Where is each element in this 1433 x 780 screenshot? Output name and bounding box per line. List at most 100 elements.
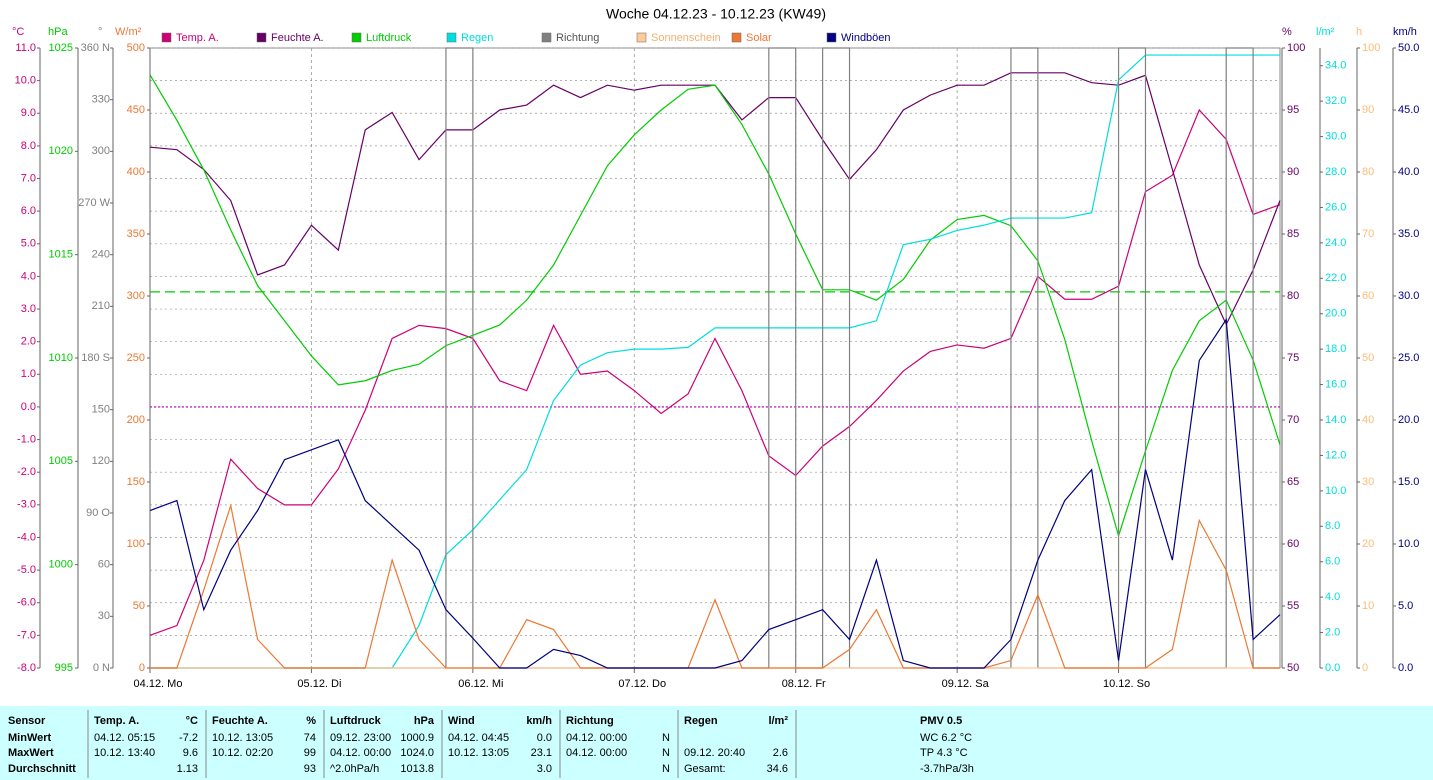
table-value: 2.6: [773, 747, 788, 759]
y-tick-label: 50.0: [1398, 42, 1419, 54]
table-value: N: [662, 732, 670, 744]
y-tick-label: 0.0: [1398, 662, 1413, 674]
y-tick-label: 35.0: [1398, 228, 1419, 240]
legend-label: Richtung: [556, 32, 599, 44]
axis-unit: %: [1282, 26, 1292, 38]
table-value: 3.0: [537, 763, 552, 775]
table-time: Gesamt:: [684, 763, 726, 775]
y-tick-label: 1010: [49, 352, 73, 364]
legend-swatch: [256, 32, 267, 43]
table-header: Temp. A.: [94, 715, 139, 727]
y-tick-label: 40.0: [1398, 166, 1419, 178]
pmv-value: TP 4.3 °C: [920, 747, 968, 759]
table-value: 93: [304, 763, 316, 775]
summary-background: [0, 706, 1433, 780]
x-tick-label: 05.12. Di: [297, 678, 341, 690]
y-tick-label: 85: [1287, 228, 1299, 240]
y-tick-label: 8.0: [1325, 520, 1340, 532]
y-tick-label: 0 N: [93, 662, 110, 674]
table-time: 10.12. 13:40: [94, 747, 155, 759]
y-tick-label: 75: [1287, 352, 1299, 364]
y-tick-label: 150: [127, 476, 145, 488]
table-time: 10.12. 13:05: [448, 747, 509, 759]
legend-swatch: [826, 32, 837, 43]
y-tick-label: 330: [92, 94, 110, 106]
legend-swatch: [541, 32, 552, 43]
table-time: 04.12. 04:45: [448, 732, 509, 744]
table-value: N: [662, 747, 670, 759]
y-tick-label: -7.0: [17, 629, 36, 641]
y-tick-label: 270 W: [78, 197, 110, 209]
y-tick-label: 80: [1287, 290, 1299, 302]
axis-unit: h: [1356, 26, 1362, 38]
y-tick-label: -1.0: [17, 433, 36, 445]
x-tick-label: 08.12. Fr: [782, 678, 826, 690]
y-tick-label: 90: [1362, 104, 1374, 116]
row-label: MaxWert: [8, 747, 54, 759]
y-tick-label: 2.0: [21, 336, 36, 348]
y-tick-label: 0: [139, 662, 145, 674]
table-value: 9.6: [183, 747, 198, 759]
y-tick-label: 200: [127, 414, 145, 426]
y-tick-label: 5.0: [21, 238, 36, 250]
table-header: PMV 0.5: [920, 715, 962, 727]
y-tick-label: 22.0: [1325, 272, 1346, 284]
series-line: [149, 317, 1281, 669]
y-tick-label: 26.0: [1325, 201, 1346, 213]
y-tick-label: 18.0: [1325, 343, 1346, 355]
y-tick-label: 10: [1362, 600, 1374, 612]
y-tick-label: 6.0: [1325, 556, 1340, 568]
table-time: 04.12. 00:00: [566, 747, 627, 759]
axis-unit: hPa: [48, 26, 68, 38]
y-tick-label: 100: [1362, 42, 1380, 54]
table-time: 09.12. 23:00: [330, 732, 391, 744]
legend-label: Sonnenschein: [651, 32, 721, 44]
table-value: 1000.9: [400, 732, 434, 744]
y-tick-label: 30.0: [1325, 130, 1346, 142]
legend-swatch: [161, 32, 172, 43]
y-tick-label: 90: [1287, 166, 1299, 178]
table-unit: l/m²: [768, 715, 788, 727]
y-tick-label: 70: [1362, 228, 1374, 240]
y-tick-label: 0.0: [1325, 662, 1340, 674]
table-time: 10.12. 13:05: [212, 732, 273, 744]
legend-label: Windböen: [841, 32, 891, 44]
axis-unit: l/m²: [1316, 26, 1335, 38]
y-tick-label: 9.0: [21, 107, 36, 119]
y-tick-label: 1020: [49, 145, 73, 157]
y-tick-label: 95: [1287, 104, 1299, 116]
y-tick-label: 240: [92, 249, 110, 261]
table-value: 0.0: [537, 732, 552, 744]
y-tick-label: 30: [98, 610, 110, 622]
y-tick-label: 24.0: [1325, 237, 1346, 249]
y-tick-label: 1005: [49, 455, 73, 467]
y-tick-label: 20: [1362, 538, 1374, 550]
y-tick-label: 3.0: [21, 303, 36, 315]
y-tick-label: 60: [1287, 538, 1299, 550]
table-unit: km/h: [526, 715, 552, 727]
y-tick-label: 32.0: [1325, 95, 1346, 107]
y-tick-label: 300: [92, 145, 110, 157]
table-header: Feuchte A.: [212, 715, 268, 727]
y-tick-label: 5.0: [1398, 600, 1413, 612]
y-tick-label: 25.0: [1398, 352, 1419, 364]
y-tick-label: 70: [1287, 414, 1299, 426]
y-tick-label: 90 O: [86, 507, 110, 519]
y-tick-label: 55: [1287, 600, 1299, 612]
y-tick-label: 300: [127, 290, 145, 302]
y-tick-label: 1015: [49, 249, 73, 261]
y-tick-label: 4.0: [1325, 591, 1340, 603]
plot-area: [149, 47, 1281, 669]
y-tick-label: -8.0: [17, 662, 36, 674]
y-tick-label: 120: [92, 455, 110, 467]
legend-swatch: [446, 32, 457, 43]
table-value: 34.6: [767, 763, 788, 775]
y-tick-label: 10.0: [1325, 485, 1346, 497]
y-tick-label: 11.0: [15, 42, 36, 54]
x-tick-label: 06.12. Mi: [458, 678, 503, 690]
y-tick-label: 6.0: [21, 205, 36, 217]
table-unit: °C: [186, 715, 198, 727]
y-tick-label: 1025: [49, 42, 73, 54]
y-tick-label: 12.0: [1325, 449, 1346, 461]
